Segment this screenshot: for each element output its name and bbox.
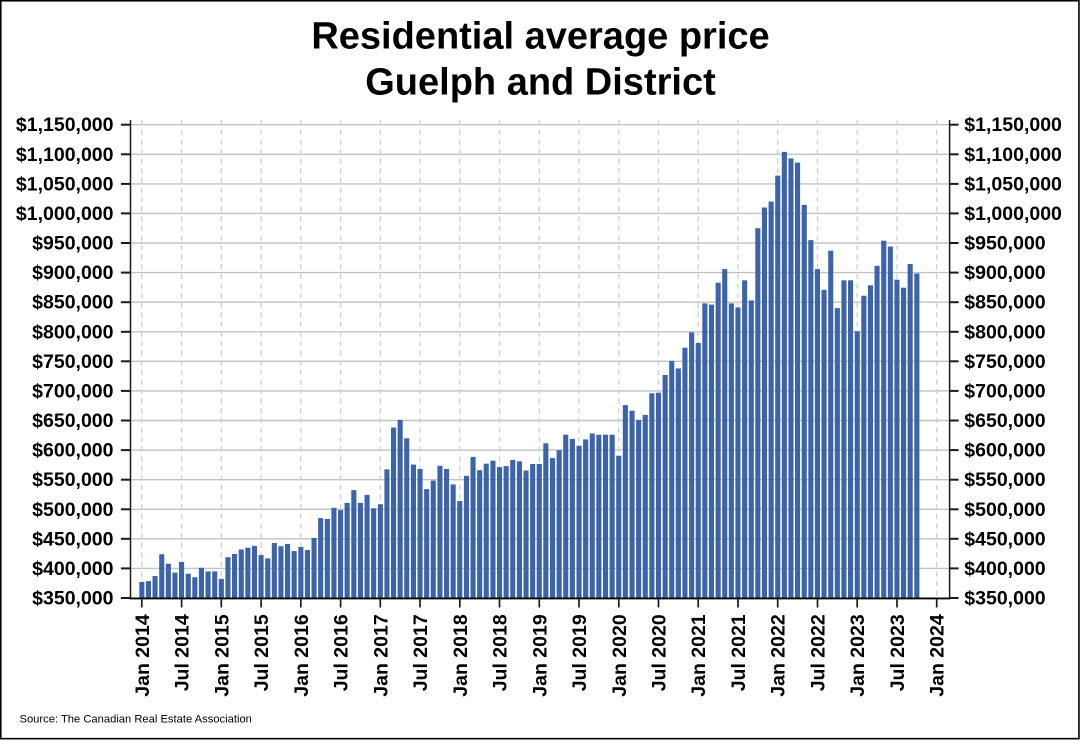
svg-text:$400,000: $400,000 [964, 558, 1045, 580]
svg-text:$700,000: $700,000 [964, 380, 1045, 402]
svg-text:Jul 2021: Jul 2021 [728, 614, 750, 691]
svg-text:$1,050,000: $1,050,000 [16, 173, 114, 195]
svg-text:$350,000: $350,000 [32, 588, 113, 610]
svg-text:$1,100,000: $1,100,000 [16, 144, 114, 166]
svg-text:Residential average price: Residential average price [311, 15, 769, 57]
svg-text:$650,000: $650,000 [964, 410, 1045, 432]
svg-text:Jan 2021: Jan 2021 [688, 614, 710, 697]
svg-text:$850,000: $850,000 [32, 292, 113, 314]
svg-text:$1,100,000: $1,100,000 [964, 144, 1062, 166]
svg-text:Jan 2024: Jan 2024 [927, 614, 949, 697]
svg-text:$550,000: $550,000 [964, 469, 1045, 491]
svg-text:Jan 2020: Jan 2020 [609, 614, 631, 697]
svg-text:Jul 2015: Jul 2015 [251, 614, 273, 691]
svg-text:$600,000: $600,000 [32, 440, 113, 462]
svg-text:Jan 2016: Jan 2016 [291, 614, 313, 697]
svg-text:$1,050,000: $1,050,000 [964, 173, 1062, 195]
svg-text:Guelph and District: Guelph and District [365, 62, 716, 104]
svg-text:Jul 2023: Jul 2023 [887, 614, 909, 691]
svg-text:Jul 2016: Jul 2016 [331, 614, 353, 691]
svg-text:Jan 2023: Jan 2023 [847, 614, 869, 697]
svg-text:$500,000: $500,000 [32, 499, 113, 521]
svg-text:$400,000: $400,000 [32, 558, 113, 580]
svg-text:$900,000: $900,000 [32, 262, 113, 284]
svg-text:$750,000: $750,000 [964, 351, 1045, 373]
svg-text:$350,000: $350,000 [964, 588, 1045, 610]
svg-text:$550,000: $550,000 [32, 469, 113, 491]
svg-text:$850,000: $850,000 [964, 292, 1045, 314]
svg-text:$500,000: $500,000 [964, 499, 1045, 521]
svg-text:Jan 2014: Jan 2014 [132, 614, 154, 697]
svg-text:$750,000: $750,000 [32, 351, 113, 373]
svg-text:Jul 2014: Jul 2014 [172, 614, 194, 691]
svg-text:$600,000: $600,000 [964, 440, 1045, 462]
svg-text:Jan 2015: Jan 2015 [211, 614, 233, 697]
svg-text:$1,000,000: $1,000,000 [964, 203, 1062, 225]
svg-text:Jan 2019: Jan 2019 [529, 614, 551, 697]
svg-text:Jan 2017: Jan 2017 [370, 614, 392, 696]
svg-text:Jan 2022: Jan 2022 [768, 614, 790, 697]
svg-text:Jul 2020: Jul 2020 [649, 614, 671, 691]
svg-text:Jul 2018: Jul 2018 [490, 614, 512, 691]
svg-text:Jul 2022: Jul 2022 [808, 614, 830, 691]
svg-text:$950,000: $950,000 [964, 233, 1045, 255]
svg-text:$1,150,000: $1,150,000 [964, 114, 1062, 136]
svg-text:Jul 2019: Jul 2019 [569, 614, 591, 691]
svg-text:Source: The Canadian Real Esta: Source: The Canadian Real Estate Associa… [20, 714, 252, 726]
svg-text:$1,000,000: $1,000,000 [16, 203, 114, 225]
svg-text:$800,000: $800,000 [32, 321, 113, 343]
svg-text:$900,000: $900,000 [964, 262, 1045, 284]
svg-text:$650,000: $650,000 [32, 410, 113, 432]
svg-text:$450,000: $450,000 [964, 528, 1045, 550]
svg-text:$450,000: $450,000 [32, 528, 113, 550]
svg-text:$1,150,000: $1,150,000 [16, 114, 114, 136]
svg-text:Jul 2017: Jul 2017 [410, 614, 432, 691]
svg-text:Jan 2018: Jan 2018 [450, 614, 472, 697]
svg-text:$800,000: $800,000 [964, 321, 1045, 343]
svg-text:$950,000: $950,000 [32, 233, 113, 255]
svg-text:$700,000: $700,000 [32, 380, 113, 402]
